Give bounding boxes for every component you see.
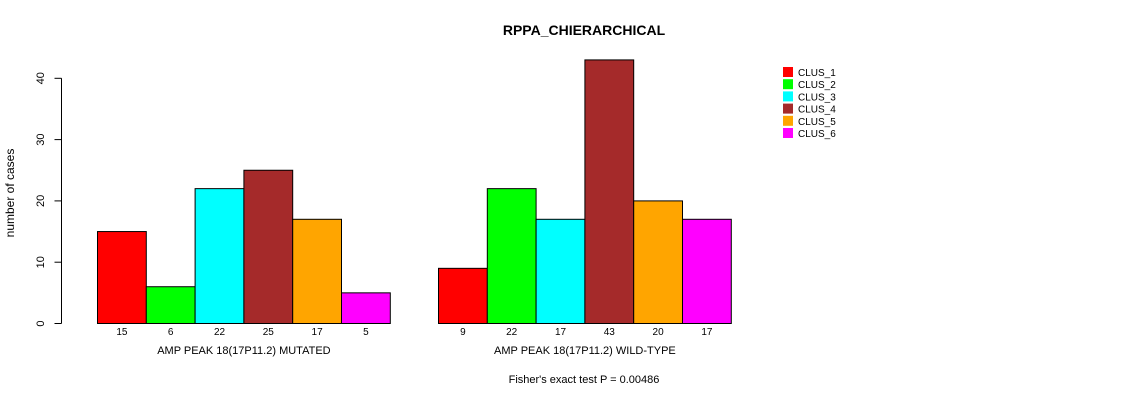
- bar-count-label: 22: [214, 327, 226, 338]
- legend-label: CLUS_3: [798, 92, 836, 103]
- legend-swatch: [783, 103, 793, 114]
- y-tick-label: 30: [35, 133, 47, 145]
- group-label: AMP PEAK 18(17P11.2) WILD-TYPE: [494, 345, 676, 357]
- bar-count-label: 5: [363, 327, 369, 338]
- bar-count-label: 15: [116, 327, 128, 338]
- legend-swatch: [783, 79, 793, 90]
- y-tick-label: 20: [35, 195, 47, 207]
- y-tick-label: 0: [35, 320, 47, 326]
- bar-clus-6-group-1: [341, 292, 391, 325]
- bar-clus-6-group-2: [682, 218, 732, 324]
- y-axis: 0 10 20 30 40: [35, 72, 62, 327]
- group-labels: AMP PEAK 18(17P11.2) MUTATED AMP PEAK 18(…: [157, 345, 676, 357]
- bar-count-label: 43: [604, 327, 616, 338]
- bar-count-label: 20: [653, 327, 665, 338]
- bar-clus-4-group-1: [243, 169, 294, 324]
- legend-label: CLUS_6: [798, 129, 836, 140]
- bar-clus-1-group-2: [438, 267, 488, 324]
- bars: [97, 59, 732, 325]
- fisher-test-note: Fisher's exact test P = 0.00486: [509, 374, 660, 386]
- bar-count-label: 17: [555, 327, 567, 338]
- legend-swatch: [783, 67, 793, 77]
- legend-label: CLUS_4: [798, 105, 836, 116]
- bar-count-label: 9: [460, 327, 466, 338]
- bar-clus-5-group-2: [633, 200, 684, 324]
- group-label: AMP PEAK 18(17P11.2) MUTATED: [157, 345, 330, 357]
- bar-count-label: 17: [701, 327, 713, 338]
- bar-count-label: 22: [506, 327, 518, 338]
- chart-title: RPPA_CHIERARCHICAL: [503, 22, 666, 38]
- y-tick-label: 10: [35, 256, 47, 268]
- y-axis-label: number of cases: [3, 149, 17, 238]
- bar-clus-2-group-1: [145, 286, 196, 324]
- legend-swatch: [783, 115, 793, 126]
- bar-clus-4-group-2: [584, 59, 635, 324]
- legend-label: CLUS_2: [798, 80, 836, 91]
- bar-clus-2-group-2: [486, 188, 537, 324]
- bar-count-labels: 15 6 22 25 17 5 9 22 17 43 20 17: [116, 327, 713, 338]
- legend-swatch: [783, 128, 793, 138]
- bar-clus-3-group-1: [194, 188, 245, 324]
- bar-clus-1-group-1: [97, 231, 147, 324]
- bar-clus-3-group-2: [535, 218, 586, 324]
- legend-label: CLUS_1: [798, 68, 836, 79]
- bar-count-label: 17: [312, 327, 324, 338]
- bar-count-label: 25: [263, 327, 275, 338]
- bar-clus-5-group-1: [292, 218, 343, 324]
- y-tick-label: 40: [35, 72, 47, 84]
- bar-count-label: 6: [168, 327, 174, 338]
- legend-swatch: [783, 91, 793, 102]
- legend-label: CLUS_5: [798, 117, 836, 128]
